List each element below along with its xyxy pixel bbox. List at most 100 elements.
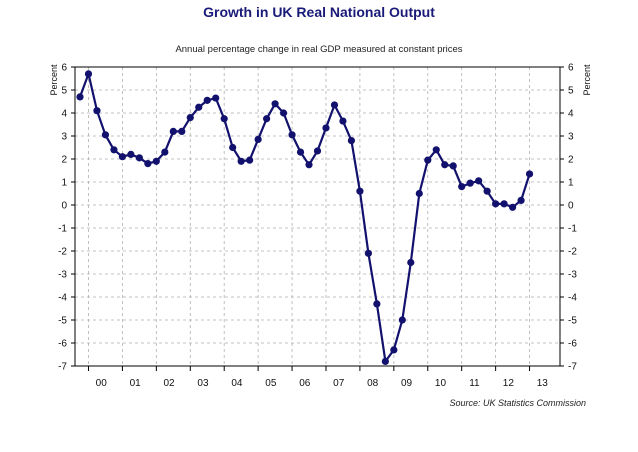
y-tick-label-left: 3 [61, 132, 67, 143]
y-tick-label-left: 0 [61, 201, 67, 212]
y-tick-label-right: 6 [568, 63, 574, 74]
data-point [254, 135, 262, 144]
x-tick-label: 00 [96, 378, 108, 389]
y-axis-label-right: Percent [582, 64, 592, 96]
x-tick-label: 10 [435, 378, 447, 389]
data-point [118, 153, 127, 161]
y-tick-label-left: 1 [61, 178, 67, 189]
y-tick-label-left: -1 [58, 224, 67, 235]
data-point [407, 258, 415, 267]
data-point [169, 127, 177, 135]
gridlines [75, 66, 560, 367]
x-tick-label: 11 [469, 378, 480, 389]
x-tick-label: 06 [299, 378, 311, 389]
data-point [347, 137, 356, 145]
data-point [178, 127, 186, 135]
data-point [458, 183, 466, 191]
series-line [78, 72, 531, 363]
chart-subtitle: Annual percentage change in real GDP mea… [175, 44, 463, 55]
data-point [161, 148, 169, 156]
y-tick-label-right: 0 [568, 201, 574, 212]
data-point [246, 156, 254, 164]
y-tick-label-right: 5 [568, 86, 574, 97]
data-point [424, 156, 432, 164]
x-tick-label: 04 [231, 378, 243, 389]
plot-frame [74, 66, 561, 367]
data-point [313, 147, 322, 155]
y-tick-label-right: 1 [568, 178, 574, 189]
x-tick-label: 09 [401, 378, 413, 389]
data-point [441, 161, 449, 169]
x-tick-label: 08 [367, 378, 379, 389]
data-point [330, 101, 339, 109]
y-tick-label-right: 3 [568, 132, 574, 143]
data-point [339, 117, 347, 125]
data-point [525, 170, 534, 178]
y-tick-label-right: -2 [568, 247, 577, 258]
y-tick-label-left: -7 [58, 362, 67, 373]
y-tick-label-left: -2 [58, 247, 67, 258]
data-point [466, 179, 474, 187]
data-point [152, 157, 160, 165]
chart-title: Growth in UK Real National Output [203, 4, 435, 20]
data-point [101, 131, 110, 139]
data-point [203, 96, 211, 104]
x-tick-label: 13 [537, 378, 549, 389]
data-point [475, 177, 483, 185]
x-tick-label: 01 [130, 378, 142, 389]
data-point [296, 148, 305, 156]
source-note: Source: UK Statistics Commission [449, 398, 586, 408]
x-tick-label: 03 [197, 378, 209, 389]
data-point [415, 189, 423, 198]
data-point [508, 203, 517, 211]
data-point [263, 115, 271, 123]
data-point [305, 161, 313, 169]
data-point [135, 154, 143, 162]
series-gdp-growth [76, 70, 534, 365]
data-point [76, 93, 84, 101]
x-tick-label: 07 [333, 378, 345, 389]
data-point [237, 157, 245, 165]
data-point [288, 131, 296, 139]
data-point [373, 300, 381, 308]
data-point [84, 70, 93, 78]
y-axis-right: 6 5 4 3 2 1 0 -1 -2 -3 -4 -5 -6 -7 [560, 63, 577, 373]
x-tick-label: 02 [164, 378, 176, 389]
y-tick-label-right: -3 [568, 270, 577, 281]
data-point [483, 187, 491, 195]
y-tick-label-left: 5 [61, 86, 67, 97]
data-point [110, 146, 118, 154]
y-tick-label-left: -6 [58, 339, 67, 350]
y-tick-label-left: 6 [61, 63, 67, 74]
data-point [432, 146, 440, 154]
data-point [144, 160, 152, 168]
data-point [449, 162, 457, 170]
data-point [322, 124, 330, 132]
data-point [517, 196, 525, 204]
data-point [500, 200, 508, 208]
y-tick-label-right: -1 [568, 224, 577, 235]
data-point [492, 200, 500, 208]
data-point [390, 346, 398, 354]
data-point [195, 103, 203, 111]
data-point [220, 115, 228, 123]
data-point [127, 150, 135, 158]
y-tick-label-left: -3 [58, 270, 67, 281]
data-point [229, 143, 237, 152]
y-tick-label-right: -5 [568, 316, 577, 327]
data-point [271, 100, 279, 108]
data-point [364, 249, 372, 257]
y-tick-label-left: -4 [58, 293, 67, 304]
data-point [93, 107, 101, 115]
y-tick-label-right: -4 [568, 293, 577, 304]
data-point [381, 357, 389, 365]
x-tick-label: 05 [265, 378, 277, 389]
data-point [356, 187, 364, 195]
y-tick-label-right: 4 [568, 109, 574, 120]
y-axis-left: 6 5 4 3 2 1 0 -1 -2 -3 -4 -5 -6 -7 [58, 63, 75, 373]
x-tick-label: 12 [503, 378, 515, 389]
y-axis-label-left: Percent [49, 64, 59, 96]
y-tick-label-left: 2 [61, 155, 67, 166]
y-tick-label-right: -7 [568, 362, 577, 373]
